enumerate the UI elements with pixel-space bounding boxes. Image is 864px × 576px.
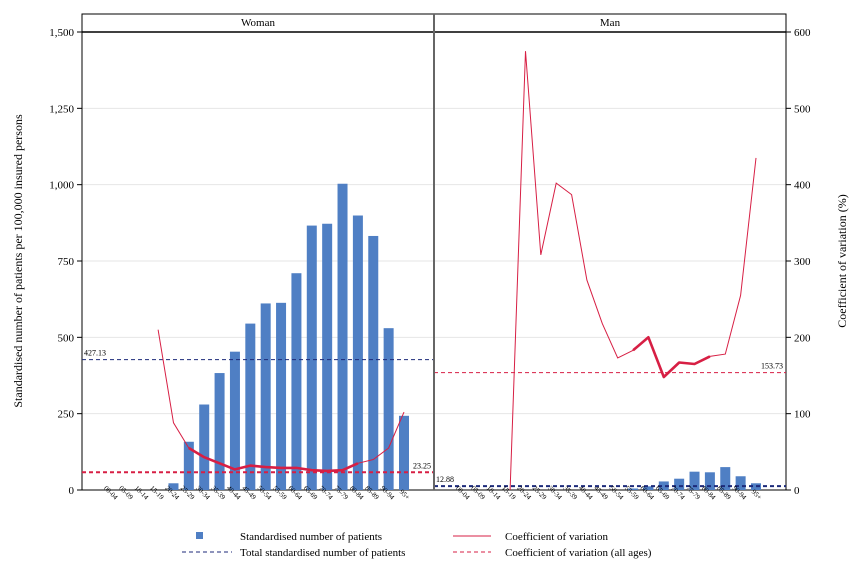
bar <box>337 183 348 490</box>
bar <box>245 323 256 490</box>
bar <box>352 215 363 490</box>
y-axis-left-title: Standardised number of patients per 100,… <box>11 114 25 408</box>
left-tick-label: 1,250 <box>49 103 74 115</box>
right-tick-label: 500 <box>794 103 811 115</box>
x-tick-label: 15-19 <box>148 484 166 502</box>
right-tick-label: 200 <box>794 332 811 344</box>
legend-item: Total standardised number of patients <box>182 547 405 559</box>
left-tick-label: 250 <box>58 409 75 421</box>
right-tick-label: 400 <box>794 180 811 192</box>
bar <box>628 488 639 490</box>
x-tick-label: 15-19 <box>500 484 518 502</box>
bar <box>643 486 654 490</box>
panel-woman: Woman427.1323.2500-0405-0910-1415-1920-2… <box>81 13 435 502</box>
legend-item: Standardised number of patients <box>196 531 382 543</box>
legend-label: Total standardised number of patients <box>240 547 405 559</box>
left-tick-label: 0 <box>69 485 75 497</box>
panels: Woman427.1323.2500-0405-0910-1415-1920-2… <box>81 13 787 502</box>
right-tick-label: 600 <box>794 27 811 39</box>
right-tick-label: 0 <box>794 485 800 497</box>
cv-all-label: 23.25 <box>413 461 431 470</box>
right-tick-label: 100 <box>794 409 811 421</box>
bar <box>368 235 379 490</box>
bar <box>674 478 685 490</box>
left-tick-label: 750 <box>58 256 75 268</box>
cv-line <box>509 51 757 491</box>
bar <box>291 273 302 490</box>
cv-line-highlight <box>188 446 359 473</box>
bar <box>704 472 715 490</box>
legend-label: Coefficient of variation <box>505 531 609 543</box>
bar <box>214 373 225 490</box>
bar <box>260 303 271 490</box>
bar <box>720 467 731 490</box>
bar <box>689 471 700 490</box>
y-axis-right-title: Coefficient of variation (%) <box>835 194 849 327</box>
axes: 0 250 500 750 1,000 1,250 1,500 0 100 200 300 400 50… <box>11 14 849 497</box>
panel-frame <box>433 13 787 491</box>
bar <box>199 404 210 490</box>
x-tick-label: 00-04 <box>102 484 120 502</box>
legend-item: Coefficient of variation <box>453 531 609 543</box>
legend-label: Coefficient of variation (all ages) <box>505 547 652 559</box>
bar <box>306 225 317 490</box>
panel-title: Man <box>600 17 621 29</box>
cv-line-highlight <box>632 336 711 379</box>
total-patients-label: 12.88 <box>436 475 454 484</box>
bar <box>399 415 409 490</box>
legend: Standardised number of patients Coefficie… <box>182 531 652 559</box>
bar <box>383 328 394 490</box>
bar <box>183 441 194 490</box>
bar <box>322 223 333 490</box>
x-tick-label: 20-24 <box>516 484 534 502</box>
bar <box>229 351 240 490</box>
panel-title: Woman <box>241 17 275 29</box>
legend-label: Standardised number of patients <box>240 531 382 543</box>
legend-swatch-bar <box>196 532 203 539</box>
x-tick-label: 45-49 <box>592 484 610 502</box>
panel-frame <box>81 13 435 491</box>
bar <box>276 302 287 490</box>
left-tick-label: 500 <box>58 332 75 344</box>
x-tick-label: 00-04 <box>454 484 472 502</box>
x-tick-label: 10-14 <box>133 484 151 502</box>
x-tick-label: 05-09 <box>117 484 135 502</box>
left-tick-label: 1,500 <box>49 27 74 39</box>
bar <box>658 481 669 490</box>
x-tick-label: 50-54 <box>608 484 626 502</box>
total-patients-label: 427.13 <box>84 349 106 358</box>
legend-item: Coefficient of variation (all ages) <box>453 547 652 559</box>
right-tick-label: 300 <box>794 256 811 268</box>
cv-all-label: 153.73 <box>761 362 783 371</box>
bar <box>168 483 179 490</box>
left-tick-label: 1,000 <box>49 180 74 192</box>
x-tick-label: 25-29 <box>531 484 549 502</box>
bar <box>735 476 746 490</box>
panel-man: Man12.88153.7300-0405-0910-1415-1920-242… <box>433 13 787 502</box>
